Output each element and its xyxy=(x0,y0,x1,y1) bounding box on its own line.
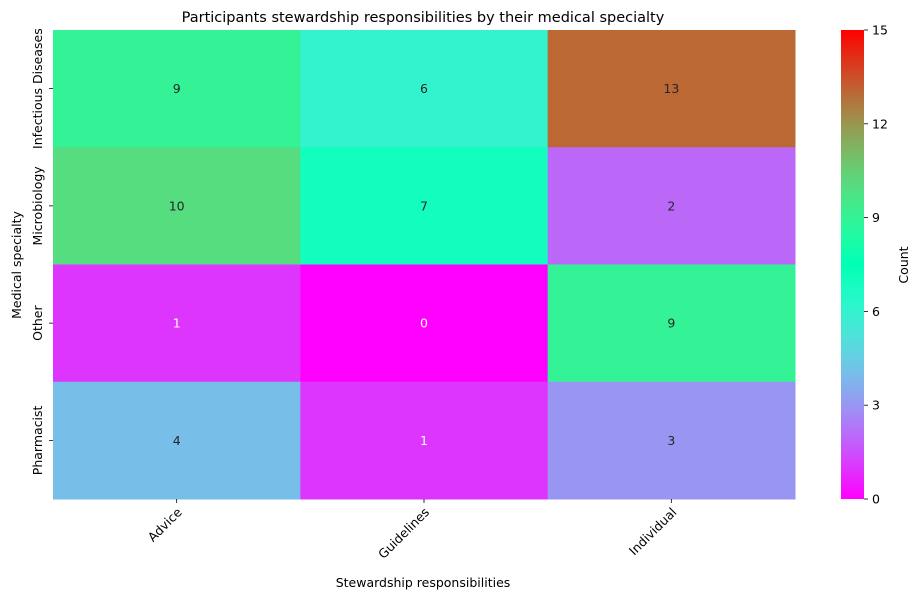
x-axis-label: Stewardship responsibilities xyxy=(336,575,511,590)
y-tick-label: Infectious Diseases xyxy=(30,28,45,149)
cell-value-label: 2 xyxy=(667,198,675,213)
heatmap-cell xyxy=(300,147,549,265)
chart-title: Participants stewardship responsibilitie… xyxy=(182,10,665,26)
y-tick-label: Other xyxy=(30,305,45,341)
heatmap-cell xyxy=(53,264,301,383)
heatmap-cell xyxy=(300,30,549,148)
colorbar-gradient xyxy=(841,30,864,499)
heatmap-cell xyxy=(53,381,301,500)
cell-value-label: 7 xyxy=(420,198,428,213)
y-axis-label: Medical specialty xyxy=(9,211,24,319)
colorbar-label: Count xyxy=(896,246,911,283)
heatmap-cell xyxy=(53,147,301,265)
colorbar-tick-label: 6 xyxy=(872,304,880,319)
x-tick-label: Guidelines xyxy=(375,505,432,562)
heatmap-cell xyxy=(547,264,796,383)
x-tick-label: Advice xyxy=(145,504,185,544)
colorbar-tick-label: 9 xyxy=(872,210,880,225)
cell-value-label: 3 xyxy=(667,433,675,448)
y-tick-label: Pharmacist xyxy=(30,405,45,475)
y-axis-ticks: Infectious Diseases Microbiology Other Phar… xyxy=(30,28,53,475)
colorbar-tick-label: 12 xyxy=(872,116,888,131)
y-tick-label: Microbiology xyxy=(30,166,45,246)
cell-value-label: 9 xyxy=(173,81,181,96)
cell-value-label: 1 xyxy=(173,316,181,331)
colorbar-tick-label: 15 xyxy=(872,23,888,38)
heatmap-cell xyxy=(547,381,796,500)
x-axis-ticks: Advice Guidelines Individual xyxy=(145,499,680,562)
heatmap-cell xyxy=(53,30,301,148)
cell-value-label: 4 xyxy=(173,433,181,448)
heatmap-cell xyxy=(547,30,796,148)
cell-value-label: 6 xyxy=(420,81,428,96)
heatmap-cell xyxy=(300,264,549,383)
cell-value-label: 9 xyxy=(667,316,675,331)
heatmap-cell xyxy=(300,381,549,500)
colorbar: 0 3 6 9 12 15 xyxy=(841,23,888,507)
colorbar-tick-label: 0 xyxy=(872,492,880,507)
cell-value-label: 13 xyxy=(663,81,679,96)
heatmap-cell xyxy=(547,147,796,265)
cell-value-label: 1 xyxy=(420,433,428,448)
colorbar-tick-label: 3 xyxy=(872,398,880,413)
cell-value-label: 0 xyxy=(420,316,428,331)
cell-value-label: 10 xyxy=(169,198,185,213)
x-tick-label: Individual xyxy=(626,505,680,559)
